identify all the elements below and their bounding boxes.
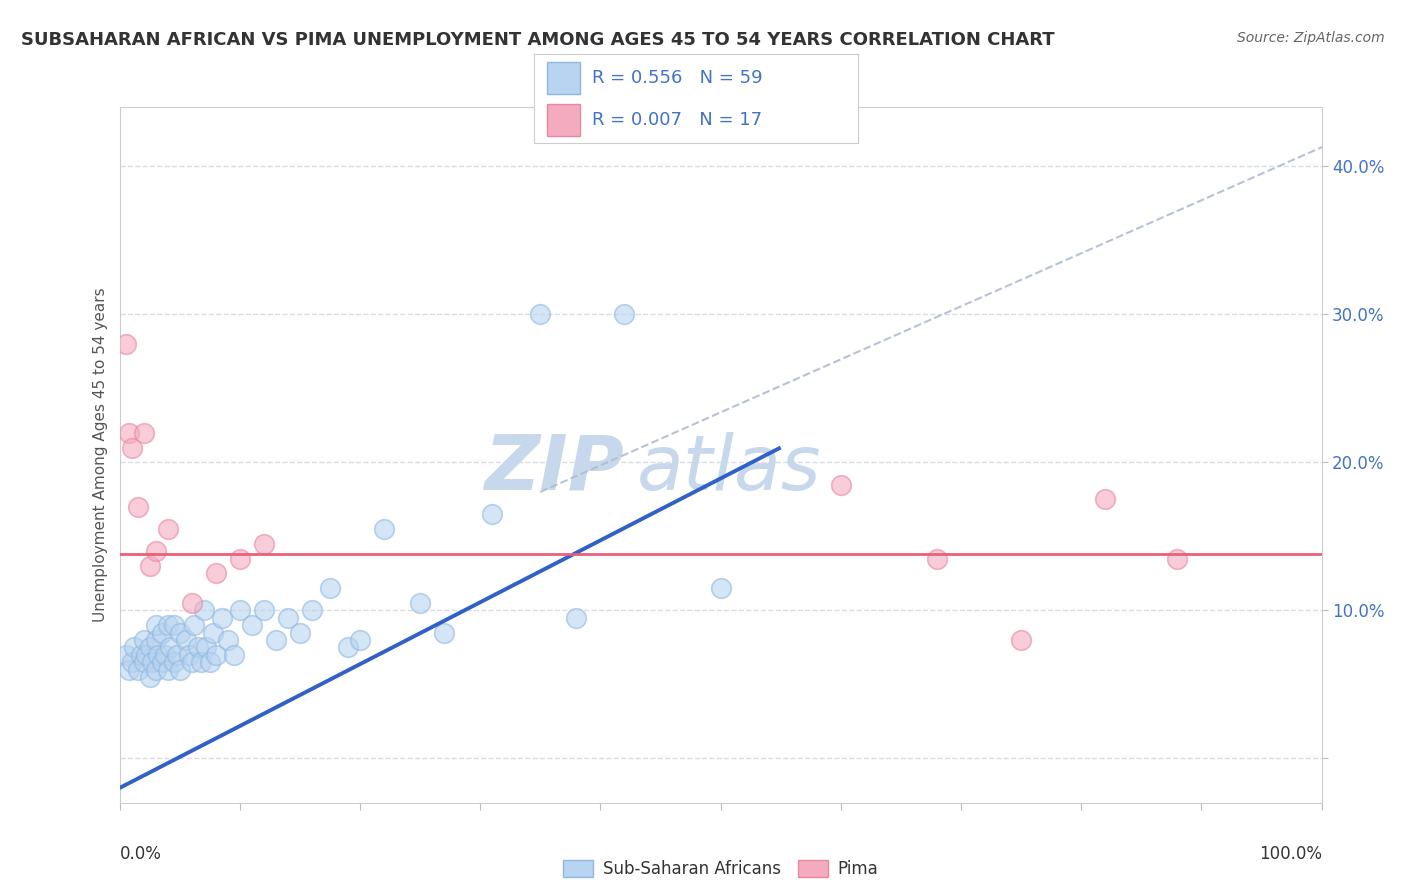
Point <box>156 618 179 632</box>
Point <box>121 441 143 455</box>
FancyBboxPatch shape <box>547 104 579 136</box>
Point <box>301 603 323 617</box>
Point <box>193 603 215 617</box>
Point <box>198 655 221 669</box>
Point <box>159 640 181 655</box>
Point <box>349 632 371 647</box>
Point <box>118 663 141 677</box>
Point <box>190 655 212 669</box>
Point <box>145 544 167 558</box>
Point <box>122 640 145 655</box>
Point <box>373 522 395 536</box>
Point <box>129 648 152 662</box>
Point <box>145 663 167 677</box>
Point <box>150 655 173 669</box>
Point <box>146 648 169 662</box>
Point <box>145 618 167 632</box>
Point <box>141 655 163 669</box>
Point <box>183 618 205 632</box>
Text: Source: ZipAtlas.com: Source: ZipAtlas.com <box>1237 31 1385 45</box>
Point <box>135 648 157 662</box>
Point <box>153 648 176 662</box>
Point <box>202 625 225 640</box>
Point <box>336 640 359 655</box>
Point <box>156 522 179 536</box>
Point <box>150 625 173 640</box>
Point <box>211 611 233 625</box>
Text: 0.0%: 0.0% <box>120 845 162 863</box>
Point <box>118 425 141 440</box>
Point <box>114 648 136 662</box>
Text: SUBSAHARAN AFRICAN VS PIMA UNEMPLOYMENT AMONG AGES 45 TO 54 YEARS CORRELATION CH: SUBSAHARAN AFRICAN VS PIMA UNEMPLOYMENT … <box>21 31 1054 49</box>
Point <box>195 640 218 655</box>
Text: 100.0%: 100.0% <box>1258 845 1322 863</box>
Point <box>228 603 252 617</box>
Point <box>138 640 160 655</box>
Point <box>166 648 188 662</box>
Point <box>481 507 503 521</box>
Point <box>709 581 731 595</box>
Text: R = 0.007   N = 17: R = 0.007 N = 17 <box>592 111 762 129</box>
Point <box>433 625 456 640</box>
Point <box>132 632 155 647</box>
Point <box>409 596 432 610</box>
Point <box>830 477 852 491</box>
Point <box>169 625 191 640</box>
Point <box>179 648 201 662</box>
Point <box>121 655 143 669</box>
Point <box>162 618 184 632</box>
Point <box>217 632 239 647</box>
Point <box>529 307 551 321</box>
Point <box>228 551 252 566</box>
Point <box>222 648 245 662</box>
Point <box>169 663 191 677</box>
Point <box>253 537 276 551</box>
Point <box>264 632 287 647</box>
Point <box>240 618 263 632</box>
Point <box>132 655 155 669</box>
Point <box>127 500 149 514</box>
Point <box>180 596 202 610</box>
Point <box>288 625 311 640</box>
Point <box>1166 551 1188 566</box>
Legend: Sub-Saharan Africans, Pima: Sub-Saharan Africans, Pima <box>557 854 884 885</box>
Point <box>204 648 226 662</box>
Text: R = 0.556   N = 59: R = 0.556 N = 59 <box>592 69 763 87</box>
Y-axis label: Unemployment Among Ages 45 to 54 years: Unemployment Among Ages 45 to 54 years <box>93 287 108 623</box>
Point <box>145 632 167 647</box>
Point <box>319 581 342 595</box>
Point <box>180 655 202 669</box>
Point <box>187 640 209 655</box>
Point <box>138 558 160 573</box>
Point <box>613 307 636 321</box>
FancyBboxPatch shape <box>547 62 579 94</box>
Point <box>1094 492 1116 507</box>
Point <box>127 663 149 677</box>
Point <box>156 663 179 677</box>
Point <box>138 670 160 684</box>
Point <box>1010 632 1032 647</box>
Point <box>162 655 184 669</box>
Text: atlas: atlas <box>637 432 821 506</box>
Text: ZIP: ZIP <box>485 432 624 506</box>
Point <box>565 611 588 625</box>
Point <box>253 603 276 617</box>
Point <box>174 632 197 647</box>
Point <box>132 425 155 440</box>
Point <box>277 611 299 625</box>
Point <box>114 337 136 351</box>
Point <box>925 551 948 566</box>
Point <box>204 566 226 581</box>
